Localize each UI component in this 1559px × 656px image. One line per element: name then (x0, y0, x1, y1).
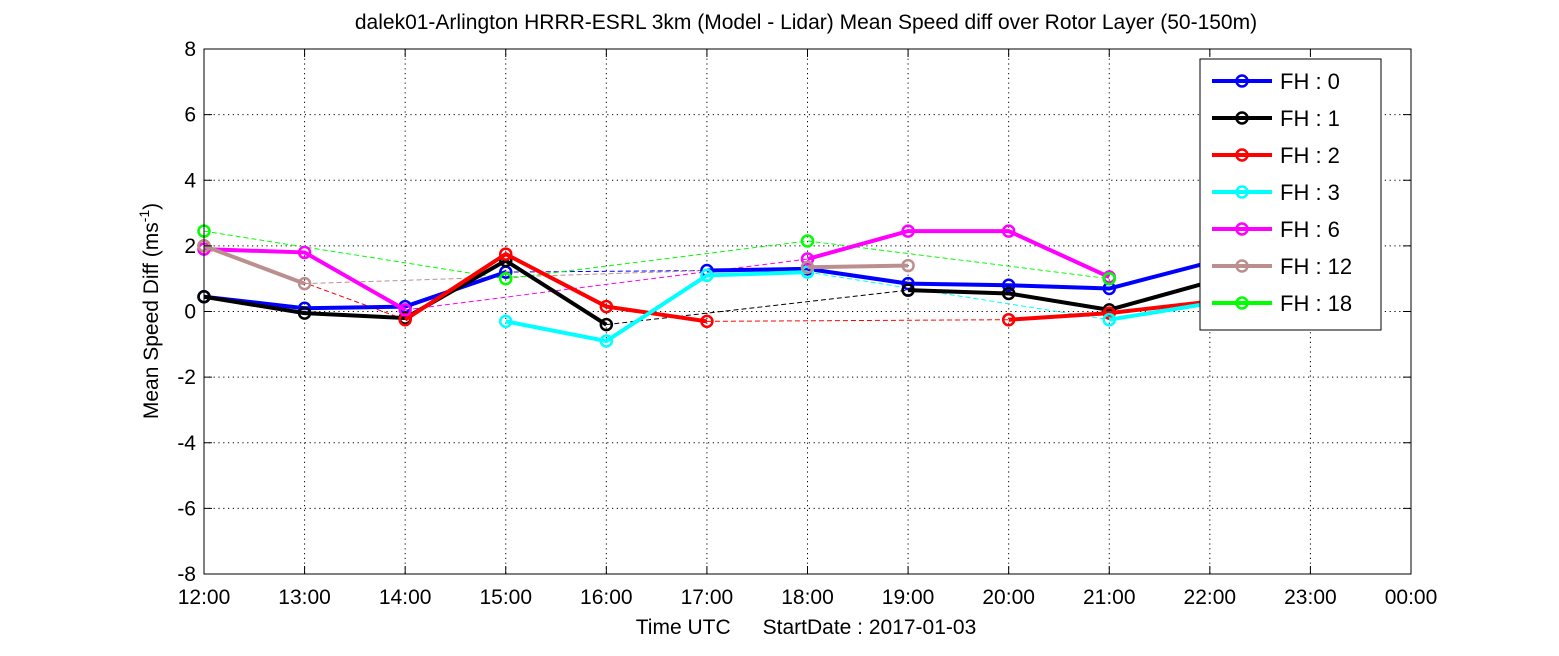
x-tick-label: 17:00 (681, 586, 734, 609)
data-point (599, 317, 614, 332)
series-gap-connector (203, 230, 506, 280)
series-line (404, 252, 708, 324)
legend-entry: FH : 1 (1212, 106, 1340, 131)
legend-label: FH : 2 (1280, 143, 1340, 168)
data-point (700, 314, 714, 329)
legend-label: FH : 3 (1280, 180, 1340, 205)
legend-label: FH : 6 (1280, 217, 1340, 242)
data-point (297, 306, 312, 320)
series-gap-connector (706, 319, 1009, 322)
y-tick-label: 0 (184, 301, 196, 324)
x-tick-label: 20:00 (982, 586, 1035, 609)
data-point (398, 303, 412, 317)
legend-swatch-marker (1235, 185, 1249, 199)
x-tick-label: 15:00 (479, 586, 532, 609)
legend-swatch-marker (1235, 111, 1249, 125)
data-point (800, 252, 815, 266)
x-tick-label: 16:00 (580, 586, 633, 609)
x-tick-label: 21:00 (1083, 586, 1136, 609)
legend: FH : 0 FH : 1 FH : 2 FH : 3 FH : 6 FH : 12 FH … (1199, 58, 1382, 331)
data-point (499, 247, 513, 261)
data-point (800, 260, 815, 274)
series-fh-6 (197, 224, 1116, 317)
x-tick-label: 13:00 (278, 586, 331, 609)
legend-entry: FH : 3 (1212, 180, 1340, 205)
legend-entry: FH : 2 (1212, 143, 1340, 168)
legend-label: FH : 12 (1280, 254, 1352, 279)
series-gap-connector (505, 240, 808, 280)
legend-swatch-marker (1235, 222, 1249, 236)
legend-swatch-marker (1235, 259, 1249, 273)
x-tick-label: 23:00 (1284, 586, 1337, 609)
legend-entry: FH : 18 (1212, 291, 1352, 316)
y-tick-label: -6 (177, 497, 196, 520)
legend-swatch-marker (1235, 148, 1249, 162)
x-tick-label: 18:00 (781, 586, 834, 609)
series-line (807, 263, 909, 270)
series-line (1108, 301, 1211, 322)
y-tick-label: 2 (184, 235, 196, 258)
data-point (1102, 271, 1116, 286)
x-axis-label: Time UTC StartDate : 2017-01-03 (636, 616, 977, 639)
y-axis-label: Mean Speed Diff (ms-1) (136, 203, 163, 419)
data-point (1102, 312, 1116, 327)
chart-title: dalek01-Arlington HRRR-ESRL 3km (Model -… (355, 11, 1257, 34)
legend-entry: FH : 12 (1212, 254, 1352, 279)
y-tick-label: 6 (184, 104, 196, 127)
series-line (806, 229, 1111, 279)
x-tick-label: 22:00 (1184, 586, 1237, 609)
series-line (203, 247, 407, 312)
x-tick-label: 12:00 (178, 586, 231, 609)
data-point (1001, 224, 1016, 238)
data-point (700, 268, 714, 283)
data-point (297, 245, 312, 260)
legend-label: FH : 0 (1280, 69, 1340, 94)
series-line (706, 260, 1211, 291)
data-point (499, 271, 513, 286)
data-point (901, 276, 915, 291)
series-gap-connector (606, 289, 909, 326)
data-point (800, 234, 815, 248)
data-point (901, 258, 915, 273)
data-point (297, 276, 312, 291)
data-point (1001, 286, 1016, 301)
series-gap-connector (405, 258, 808, 311)
y-tick-label: 4 (184, 169, 196, 192)
legend-swatch-marker (1235, 296, 1249, 310)
data-point (901, 224, 915, 238)
series-fh-12 (197, 239, 915, 291)
legend-box (1199, 58, 1382, 331)
series-line (505, 270, 808, 344)
series-gap-connector (807, 271, 1110, 321)
data-point (1001, 278, 1016, 292)
x-axis-label-startdate: StartDate : 2017-01-03 (763, 616, 977, 639)
y-tick-label: 8 (184, 38, 196, 61)
legend-entry: FH : 0 (1212, 69, 1340, 94)
data-point (599, 334, 614, 348)
data-point (599, 299, 614, 314)
data-point (499, 314, 513, 329)
x-tick-label: 14:00 (379, 586, 432, 609)
y-tick-label: -2 (177, 366, 196, 389)
x-tick-label: 00:00 (1385, 586, 1438, 609)
legend-swatch-marker (1235, 74, 1249, 88)
y-tick-label: -8 (177, 563, 196, 586)
legend-label: FH : 18 (1280, 291, 1352, 316)
series-line (908, 280, 1211, 312)
legend-entry: FH : 6 (1212, 217, 1340, 242)
x-axis-label-main: Time UTC (636, 616, 731, 639)
y-tick-label: -4 (177, 432, 196, 455)
data-point (1001, 312, 1016, 327)
x-tick-label: 19:00 (882, 586, 935, 609)
legend-label: FH : 1 (1280, 106, 1340, 131)
data-point (901, 283, 915, 297)
series-gap-connector (807, 240, 1110, 280)
series-line (203, 244, 306, 286)
